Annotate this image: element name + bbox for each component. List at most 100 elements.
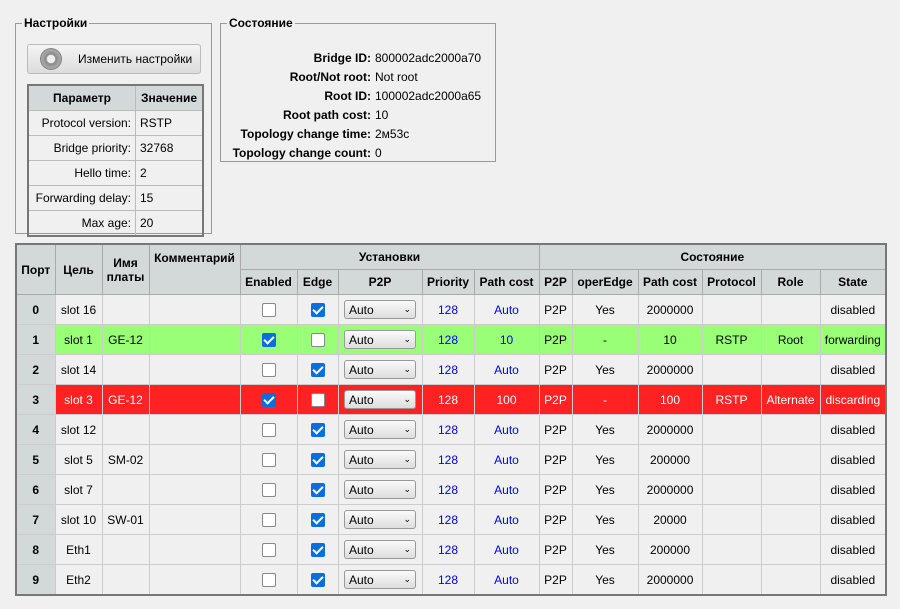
port-row: 3 slot 3 GE-12 Auto ⌄ 128 100 P2P - 100 R… bbox=[15, 384, 887, 415]
p2p-value: Auto bbox=[349, 392, 374, 407]
enabled-checkbox[interactable] bbox=[261, 572, 276, 587]
priority-link[interactable]: 128 bbox=[421, 444, 475, 475]
edge-checkbox[interactable] bbox=[310, 332, 325, 347]
col-comment: Комментарий bbox=[148, 243, 241, 295]
pathcost-link[interactable]: Auto bbox=[473, 294, 540, 325]
enabled-checkbox[interactable] bbox=[261, 302, 276, 317]
state: disabled bbox=[819, 504, 887, 535]
pathcost-link[interactable]: Auto bbox=[473, 414, 540, 445]
comment[interactable] bbox=[148, 354, 241, 385]
param-row: Bridge priority: 32768 bbox=[27, 135, 204, 161]
comment[interactable] bbox=[148, 294, 241, 325]
p2p-value: Auto bbox=[349, 452, 374, 467]
enabled-checkbox[interactable] bbox=[261, 482, 276, 497]
col-state-p2p: P2P bbox=[538, 269, 573, 295]
pathcost-link[interactable]: 100 bbox=[473, 384, 540, 415]
change-settings-button[interactable]: Изменить настройки bbox=[27, 44, 201, 74]
port-number: 1 bbox=[15, 324, 56, 355]
comment[interactable] bbox=[148, 444, 241, 475]
enabled-checkbox[interactable] bbox=[261, 452, 276, 467]
pathcost-link[interactable]: Auto bbox=[473, 444, 540, 475]
edge-cell bbox=[296, 504, 339, 535]
pathcost-link[interactable]: Auto bbox=[473, 504, 540, 535]
priority-link[interactable]: 128 bbox=[421, 354, 475, 385]
p2p-select[interactable]: Auto ⌄ bbox=[344, 420, 416, 439]
board-name bbox=[101, 564, 150, 596]
pathcost-link[interactable]: 10 bbox=[473, 324, 540, 355]
p2p-select[interactable]: Auto ⌄ bbox=[344, 450, 416, 469]
pathcost-link[interactable]: Auto bbox=[473, 564, 540, 596]
priority-link[interactable]: 128 bbox=[421, 414, 475, 445]
edge-checkbox[interactable] bbox=[310, 422, 325, 437]
priority-link[interactable]: 128 bbox=[421, 504, 475, 535]
pathcost-link[interactable]: Auto bbox=[473, 474, 540, 505]
priority-link[interactable]: 128 bbox=[421, 474, 475, 505]
enabled-checkbox[interactable] bbox=[261, 512, 276, 527]
enabled-checkbox[interactable] bbox=[261, 332, 276, 347]
edge-checkbox[interactable] bbox=[310, 572, 325, 587]
edge-checkbox[interactable] bbox=[310, 542, 325, 557]
edge-checkbox[interactable] bbox=[310, 482, 325, 497]
priority-link[interactable]: 128 bbox=[421, 294, 475, 325]
state-p2p: P2P bbox=[538, 564, 573, 596]
param-value: 15 bbox=[135, 185, 204, 211]
edge-checkbox[interactable] bbox=[310, 512, 325, 527]
priority-link[interactable]: 128 bbox=[421, 384, 475, 415]
enabled-checkbox[interactable] bbox=[261, 542, 276, 557]
p2p-select[interactable]: Auto ⌄ bbox=[344, 360, 416, 379]
enabled-cell bbox=[239, 474, 298, 505]
state-p2p: P2P bbox=[538, 504, 573, 535]
enabled-cell bbox=[239, 534, 298, 565]
p2p-cell: Auto ⌄ bbox=[337, 384, 423, 415]
state-pathcost: 200000 bbox=[637, 444, 703, 475]
role: Alternate bbox=[760, 384, 821, 415]
p2p-select[interactable]: Auto ⌄ bbox=[344, 570, 416, 589]
port-row: 0 slot 16 Auto ⌄ 128 Auto P2P Yes 2000000… bbox=[15, 294, 887, 325]
role: Root bbox=[760, 324, 821, 355]
enabled-checkbox[interactable] bbox=[261, 422, 276, 437]
port-number: 7 bbox=[15, 504, 56, 535]
board-name bbox=[101, 354, 150, 385]
p2p-select[interactable]: Auto ⌄ bbox=[344, 390, 416, 409]
comment[interactable] bbox=[148, 504, 241, 535]
pathcost-link[interactable]: Auto bbox=[473, 534, 540, 565]
edge-checkbox[interactable] bbox=[310, 362, 325, 377]
p2p-select[interactable]: Auto ⌄ bbox=[344, 300, 416, 319]
board-name: SM-02 bbox=[101, 444, 150, 475]
priority-link[interactable]: 128 bbox=[421, 324, 475, 355]
enabled-checkbox[interactable] bbox=[261, 392, 276, 407]
chevron-down-icon: ⌄ bbox=[403, 574, 411, 584]
board-name: GE-12 bbox=[101, 324, 150, 355]
p2p-cell: Auto ⌄ bbox=[337, 414, 423, 445]
param-row: Forwarding delay: 15 bbox=[27, 185, 204, 211]
param-name: Max age: bbox=[27, 210, 136, 237]
col-target: Цель bbox=[54, 243, 103, 295]
col-board: Имя платы bbox=[101, 243, 150, 295]
edge-checkbox[interactable] bbox=[310, 302, 325, 317]
port-number: 3 bbox=[15, 384, 56, 415]
comment[interactable] bbox=[148, 414, 241, 445]
edge-checkbox[interactable] bbox=[310, 392, 325, 407]
p2p-select[interactable]: Auto ⌄ bbox=[344, 330, 416, 349]
pathcost-link[interactable]: Auto bbox=[473, 354, 540, 385]
target: slot 10 bbox=[54, 504, 103, 535]
p2p-select[interactable]: Auto ⌄ bbox=[344, 480, 416, 499]
comment[interactable] bbox=[148, 324, 241, 355]
state-pathcost: 200000 bbox=[637, 534, 703, 565]
state-pathcost: 2000000 bbox=[637, 294, 703, 325]
comment[interactable] bbox=[148, 474, 241, 505]
p2p-select[interactable]: Auto ⌄ bbox=[344, 540, 416, 559]
state-p2p: P2P bbox=[538, 294, 573, 325]
status-item: Root ID: 100002adc2000a65 bbox=[221, 86, 495, 105]
status-item: Root/Not root: Not root bbox=[221, 67, 495, 86]
comment[interactable] bbox=[148, 564, 241, 596]
comment[interactable] bbox=[148, 384, 241, 415]
param-name: Protocol version: bbox=[27, 110, 136, 136]
edge-checkbox[interactable] bbox=[310, 452, 325, 467]
priority-link[interactable]: 128 bbox=[421, 564, 475, 596]
board-name bbox=[101, 414, 150, 445]
enabled-checkbox[interactable] bbox=[261, 362, 276, 377]
priority-link[interactable]: 128 bbox=[421, 534, 475, 565]
p2p-select[interactable]: Auto ⌄ bbox=[344, 510, 416, 529]
comment[interactable] bbox=[148, 534, 241, 565]
